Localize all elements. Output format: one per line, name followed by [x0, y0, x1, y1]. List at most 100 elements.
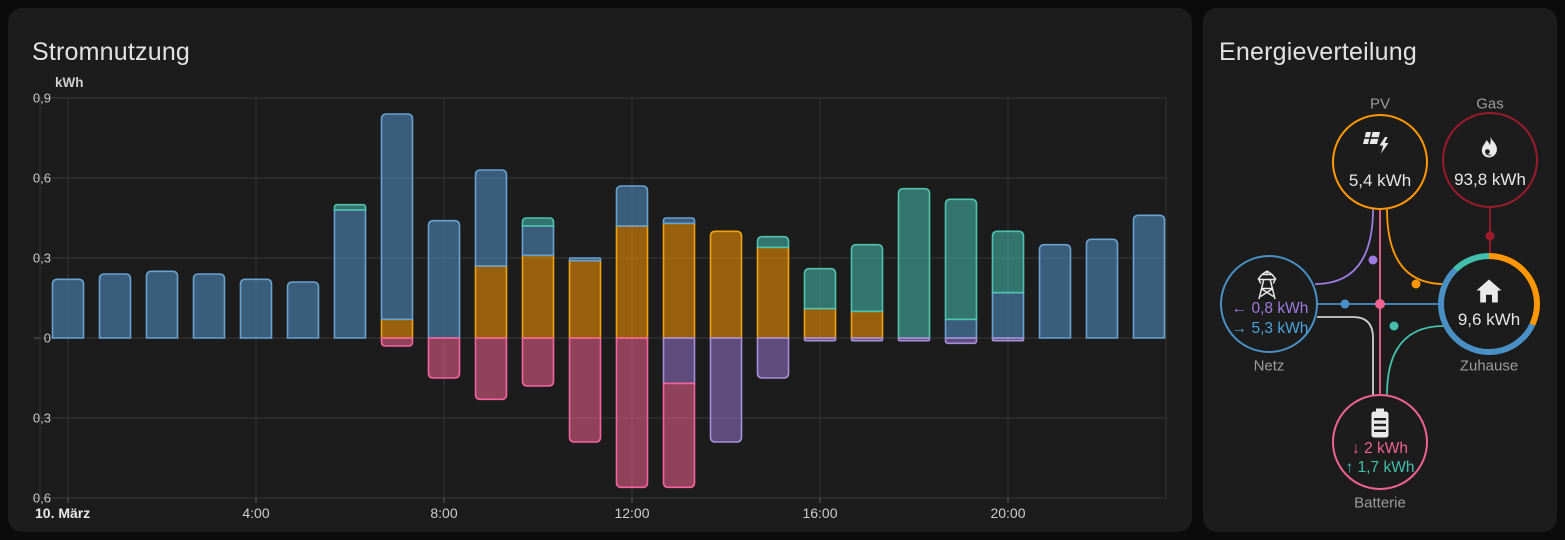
bar-segment-grid_consumption[interactable] [662, 217, 696, 225]
y-tick-label: 0 [44, 331, 51, 346]
bar-segment-solar[interactable] [521, 254, 555, 339]
home-icon [1476, 279, 1502, 303]
bar-segment-grid_return[interactable] [897, 337, 931, 342]
grid-import-dot [1340, 299, 1350, 309]
pv-value: 5,4 kWh [1348, 171, 1412, 190]
flow-line-battery-to-home [1386, 325, 1445, 396]
bar-segment-solar[interactable] [662, 222, 696, 339]
x-tick-label: 8:00 [430, 505, 457, 521]
bar-segment-battery_discharge[interactable] [803, 267, 837, 310]
bar-segment-grid_consumption[interactable] [145, 270, 179, 339]
bar-segment-battery_discharge[interactable] [897, 187, 931, 339]
usage-card-title: Stromnutzung [32, 38, 191, 66]
transmission-tower-icon [1257, 270, 1277, 300]
bar-segment-solar[interactable] [850, 310, 884, 339]
flow-line-pv-to-grid [1314, 208, 1374, 285]
bar-segment-battery_charge[interactable] [662, 382, 696, 489]
home-node-circle[interactable] [1441, 256, 1537, 352]
home-ring-grid [1438, 253, 1540, 355]
grid-node-circle[interactable] [1220, 255, 1318, 353]
bar-segment-grid_consumption[interactable] [380, 113, 414, 321]
battery-in-value: ↓ 2 kWh [1352, 440, 1408, 457]
bar-segment-grid_return[interactable] [709, 337, 743, 443]
home-label: Zuhause [1459, 357, 1519, 375]
flow-dots [1340, 231, 1495, 331]
bar-segment-solar[interactable] [803, 307, 837, 339]
solar-flow-dot [1411, 279, 1421, 289]
solar-power-icon [1363, 131, 1389, 154]
bar-segment-grid_return[interactable] [944, 337, 978, 345]
grid-import-value: → 5,3 kWh [1231, 320, 1309, 337]
bar-segment-grid_consumption[interactable] [98, 273, 132, 339]
bar-segment-battery_discharge[interactable] [850, 243, 884, 313]
bar-segment-grid_consumption[interactable] [615, 185, 649, 227]
bar-segment-solar[interactable] [380, 318, 414, 339]
bar-segment-grid_return[interactable] [850, 337, 884, 342]
gas-flow-dot [1485, 231, 1495, 241]
bar-segment-grid_consumption[interactable] [1132, 214, 1166, 339]
energy-distribution-card: Energieverteilung [1203, 8, 1557, 532]
pv-node-circle[interactable] [1332, 114, 1428, 210]
bar-segment-battery_charge[interactable] [380, 337, 414, 347]
battery-label: Batterie [1354, 494, 1406, 512]
bar-segment-battery_charge[interactable] [427, 337, 461, 379]
grid-export-value: ← 0,8 kWh [1231, 300, 1309, 317]
grid-label: Netz [1253, 357, 1285, 375]
bar-segment-battery_charge[interactable] [568, 337, 602, 443]
y-tick-label: 0,6 [33, 170, 51, 185]
bar-segment-battery_charge[interactable] [615, 337, 649, 489]
gas-flame-icon [1481, 136, 1497, 158]
bar-segment-solar[interactable] [568, 259, 602, 339]
battery-icon [1371, 408, 1389, 438]
bar-segment-grid_return[interactable] [662, 337, 696, 385]
bar-segment-grid_consumption[interactable] [991, 291, 1025, 339]
bar-segment-grid_consumption[interactable] [239, 278, 273, 339]
flow-line-pv-to-home [1386, 208, 1445, 285]
y-tick-label: 0,3 [33, 411, 51, 426]
bar-segment-solar[interactable] [615, 225, 649, 339]
energy-flow-diagram [1220, 112, 1540, 490]
bar-segment-grid_consumption[interactable] [427, 219, 461, 339]
pv-label: PV [1369, 95, 1391, 113]
flow-line-grid-to-battery [1317, 316, 1374, 395]
bar-segment-battery_discharge[interactable] [756, 235, 790, 249]
gas-value: 93,8 kWh [1454, 170, 1526, 189]
bar-segment-grid_consumption[interactable] [944, 318, 978, 339]
home-ring-battery [1438, 253, 1540, 355]
bar-segment-solar[interactable] [474, 265, 508, 339]
bar-segment-grid_consumption[interactable] [521, 225, 555, 257]
bar-segment-grid_consumption[interactable] [192, 273, 226, 339]
bar-segment-grid_consumption[interactable] [1085, 238, 1119, 339]
bar-segment-battery_discharge[interactable] [333, 203, 367, 211]
distribution-card-title: Energieverteilung [1219, 38, 1417, 66]
bar-segment-grid_consumption[interactable] [474, 169, 508, 267]
y-tick-label: 0,6 [33, 491, 51, 506]
bar-segment-solar[interactable] [756, 246, 790, 339]
stromnutzung-bar-chart: 0,9 0,6 0,3 0 0,3 0,6 kWh 10. März 4:00 8:00 12:00… [33, 75, 1167, 521]
bar-segment-grid_consumption[interactable] [333, 209, 367, 339]
bar-segment-grid_consumption[interactable] [1038, 243, 1072, 339]
bar-segment-battery_charge[interactable] [474, 337, 508, 401]
gas-label: Gas [1476, 95, 1504, 113]
bar-segment-battery_discharge[interactable] [944, 198, 978, 321]
bar-segment-grid_consumption[interactable] [286, 281, 320, 339]
bar-segment-grid_consumption[interactable] [51, 278, 85, 339]
x-tick-label: 4:00 [242, 505, 269, 521]
bar-segment-grid_return[interactable] [756, 337, 790, 379]
battery-out-value: ↑ 1,7 kWh [1345, 459, 1415, 476]
bar-segment-grid_return[interactable] [803, 337, 837, 342]
battery-discharge-dot [1389, 321, 1399, 331]
gas-node-circle[interactable] [1442, 112, 1538, 208]
battery-node-circle[interactable] [1332, 394, 1428, 490]
y-tick-label: 0,3 [33, 250, 51, 265]
bar-segment-battery_discharge[interactable] [521, 217, 555, 227]
grid-export-dot [1368, 255, 1378, 265]
x-tick-label: 12:00 [614, 505, 649, 521]
bar-segment-grid_return[interactable] [991, 337, 1025, 342]
bar-segment-grid_consumption[interactable] [568, 257, 602, 262]
bar-segment-battery_discharge[interactable] [991, 230, 1025, 294]
x-tick-label: 10. März [35, 505, 90, 521]
bar-segment-battery_charge[interactable] [521, 337, 555, 387]
bar-segment-solar[interactable] [709, 230, 743, 339]
